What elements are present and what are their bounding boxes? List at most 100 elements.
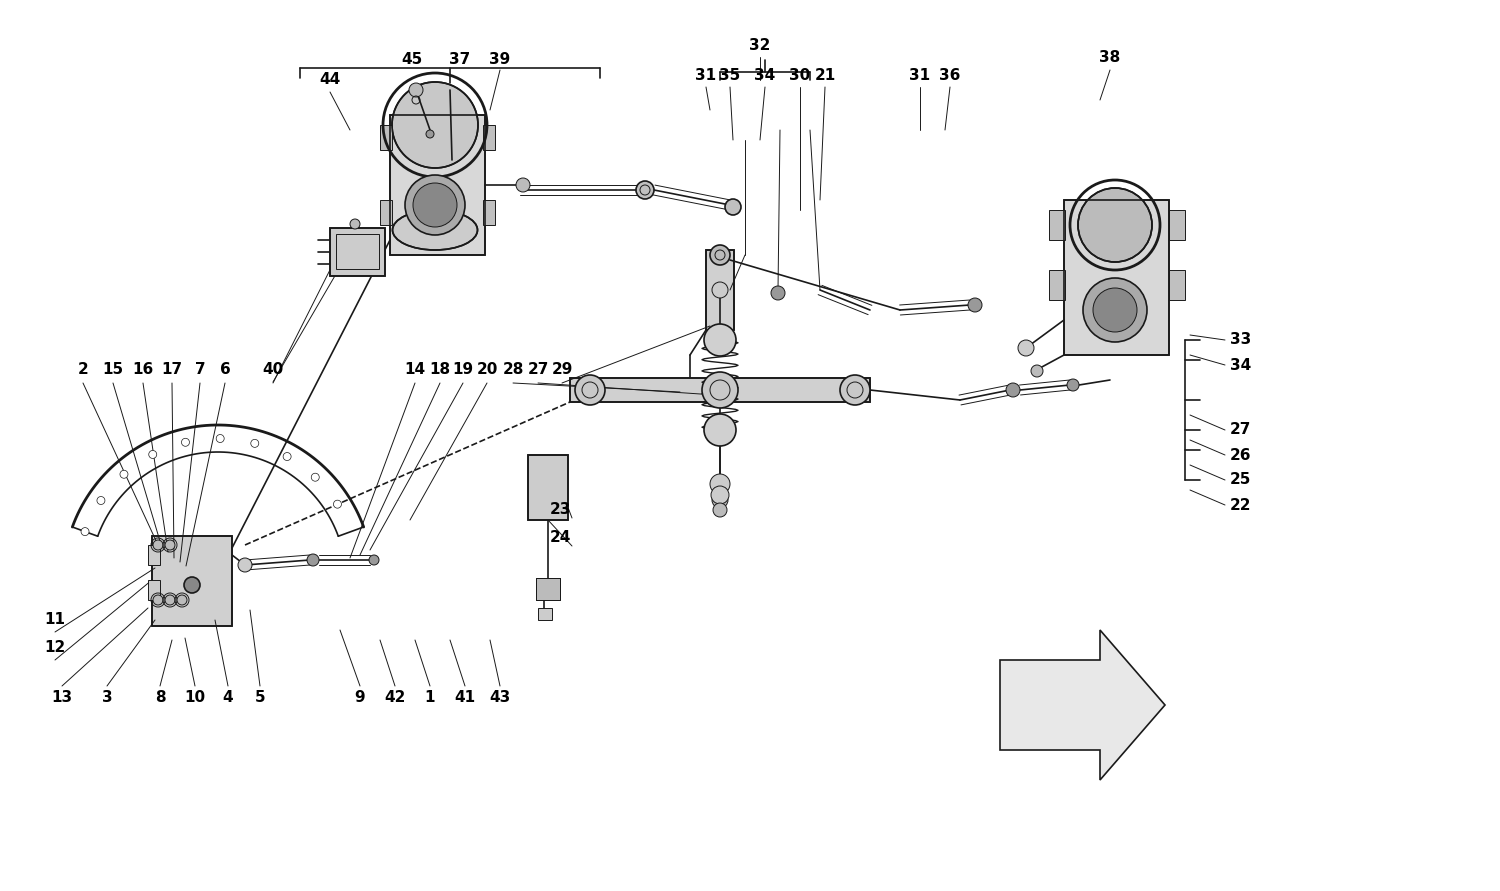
Bar (152, 536, 232, 626)
Circle shape (392, 82, 478, 168)
Text: 11: 11 (45, 612, 66, 627)
Circle shape (184, 577, 200, 593)
Text: 43: 43 (489, 691, 510, 706)
Circle shape (516, 178, 530, 192)
Text: 4: 4 (222, 691, 234, 706)
Text: 45: 45 (402, 53, 423, 68)
Bar (330, 228, 386, 276)
Circle shape (165, 595, 176, 605)
Circle shape (238, 558, 252, 572)
Bar (152, 536, 232, 626)
Text: 14: 14 (405, 363, 426, 378)
Circle shape (710, 474, 730, 494)
Bar (483, 200, 495, 225)
Circle shape (410, 83, 423, 97)
Bar (706, 250, 734, 330)
Bar (570, 378, 870, 402)
Text: 8: 8 (154, 691, 165, 706)
Circle shape (704, 414, 736, 446)
Text: 18: 18 (429, 363, 450, 378)
Circle shape (216, 435, 223, 443)
Bar (1168, 270, 1185, 300)
Circle shape (312, 473, 320, 481)
Circle shape (840, 375, 870, 405)
Text: 2: 2 (78, 363, 88, 378)
Text: 9: 9 (354, 691, 366, 706)
Text: 19: 19 (453, 363, 474, 378)
Circle shape (968, 298, 982, 312)
Circle shape (165, 540, 176, 550)
Text: 6: 6 (219, 363, 231, 378)
Circle shape (182, 438, 189, 446)
Bar (1048, 270, 1065, 300)
Circle shape (1078, 188, 1152, 262)
Circle shape (369, 555, 380, 565)
Circle shape (413, 183, 458, 227)
Text: 41: 41 (454, 691, 476, 706)
Text: 10: 10 (184, 691, 206, 706)
Bar (483, 125, 495, 150)
Circle shape (148, 451, 156, 459)
Circle shape (153, 540, 164, 550)
Bar (390, 115, 484, 255)
Text: 33: 33 (1230, 332, 1251, 347)
Bar (536, 578, 560, 600)
Text: 34: 34 (1230, 357, 1251, 372)
Text: 32: 32 (750, 37, 771, 53)
Circle shape (177, 595, 188, 605)
Text: 30: 30 (789, 68, 810, 83)
Circle shape (1083, 278, 1148, 342)
Text: 16: 16 (132, 363, 153, 378)
Bar (528, 455, 568, 520)
Bar (148, 580, 160, 600)
Bar (148, 545, 160, 565)
Text: 17: 17 (162, 363, 183, 378)
Circle shape (724, 199, 741, 215)
Text: 39: 39 (489, 53, 510, 68)
Bar (538, 608, 552, 620)
Text: 38: 38 (1100, 51, 1120, 66)
Text: 24: 24 (549, 530, 570, 545)
Circle shape (81, 527, 88, 535)
Circle shape (771, 286, 784, 300)
Text: 36: 36 (939, 68, 960, 83)
Text: 3: 3 (102, 691, 112, 706)
Text: 5: 5 (255, 691, 266, 706)
Text: 7: 7 (195, 363, 206, 378)
Circle shape (333, 500, 342, 508)
Text: 42: 42 (384, 691, 405, 706)
Text: 23: 23 (549, 503, 570, 518)
Text: 44: 44 (320, 72, 340, 87)
Bar (1168, 210, 1185, 240)
Circle shape (284, 453, 291, 461)
Circle shape (1007, 383, 1020, 397)
Text: 28: 28 (503, 363, 524, 378)
Bar (1064, 200, 1168, 355)
Text: 27: 27 (528, 363, 549, 378)
Text: 29: 29 (552, 363, 573, 378)
Circle shape (350, 219, 360, 229)
Bar (706, 250, 734, 330)
Circle shape (574, 375, 604, 405)
Circle shape (308, 554, 320, 566)
Bar (380, 200, 392, 225)
Circle shape (712, 503, 728, 517)
Polygon shape (1000, 630, 1166, 780)
Ellipse shape (393, 210, 477, 250)
Circle shape (712, 492, 728, 508)
Text: 22: 22 (1230, 497, 1251, 512)
Text: 25: 25 (1230, 472, 1251, 487)
Circle shape (1030, 365, 1042, 377)
Circle shape (1066, 379, 1078, 391)
Text: 26: 26 (1230, 447, 1251, 462)
Text: 13: 13 (51, 691, 72, 706)
Bar (380, 125, 392, 150)
Text: 40: 40 (262, 363, 284, 378)
Bar (536, 578, 560, 600)
Text: 20: 20 (477, 363, 498, 378)
Bar (570, 378, 870, 402)
Circle shape (98, 496, 105, 504)
Circle shape (405, 175, 465, 235)
Text: 27: 27 (1230, 422, 1251, 437)
Text: 31: 31 (696, 68, 717, 83)
